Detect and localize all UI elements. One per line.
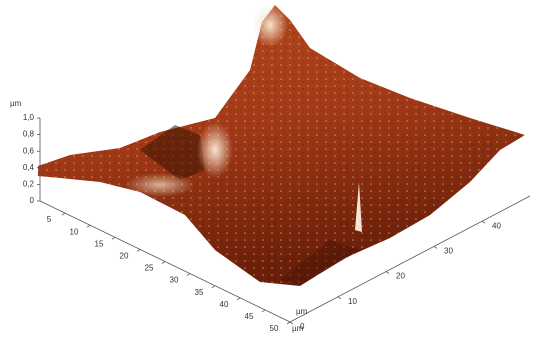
tick-label: 1,0 — [23, 113, 35, 122]
surface — [38, 3, 525, 286]
tick-mark — [262, 310, 265, 312]
tick-label: 40 — [492, 221, 501, 230]
tick-label: 50 — [270, 324, 279, 333]
tick-mark — [112, 237, 115, 239]
tick-mark — [338, 297, 341, 299]
tick-mark — [386, 272, 389, 274]
tick-label: 0 — [300, 322, 305, 331]
chart: µm µm µm 00,20,40,60,81,0510152025303540… — [0, 0, 539, 342]
tick-mark — [287, 322, 290, 324]
tick-mark — [162, 262, 165, 264]
tick-mark — [87, 225, 90, 227]
tick-label: 20 — [120, 252, 129, 261]
tick-mark — [62, 213, 65, 215]
tick-label: 45 — [245, 312, 254, 321]
tick-label: 25 — [145, 264, 154, 273]
tick-mark — [187, 274, 190, 276]
tick-label: 15 — [95, 239, 104, 248]
y-axis-label: µm — [296, 307, 308, 316]
tick-label: 0 — [30, 196, 35, 205]
tick-label: 30 — [444, 247, 453, 256]
tick-label: 10 — [70, 227, 79, 236]
tick-label: 20 — [396, 272, 405, 281]
tick-label: 10 — [348, 297, 357, 306]
tick-label: 0,8 — [23, 130, 35, 139]
tick-label: 0,6 — [23, 146, 35, 155]
tick-mark — [212, 286, 215, 288]
tick-label: 0,4 — [23, 163, 35, 172]
tick-mark — [434, 246, 437, 248]
tick-mark — [137, 249, 140, 251]
tick-label: 35 — [195, 288, 204, 297]
tick-mark — [482, 221, 485, 223]
tick-label: 5 — [47, 215, 52, 224]
tick-mark — [237, 298, 240, 300]
tick-label: 0,2 — [23, 180, 35, 189]
tick-label: 30 — [170, 276, 179, 285]
tick-label: 40 — [220, 300, 229, 309]
z-axis-label: µm — [10, 99, 22, 108]
